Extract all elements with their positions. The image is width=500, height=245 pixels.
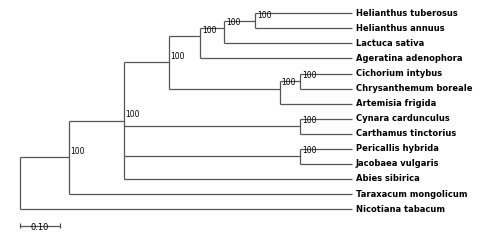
Text: 100: 100 [226, 18, 240, 27]
Text: 100: 100 [302, 146, 316, 155]
Text: 100: 100 [202, 26, 216, 35]
Text: 100: 100 [126, 110, 140, 119]
Text: 0.10: 0.10 [31, 223, 49, 232]
Text: Cynara cardunculus: Cynara cardunculus [356, 114, 450, 123]
Text: Artemisia frigida: Artemisia frigida [356, 99, 436, 108]
Text: Chrysanthemum boreale: Chrysanthemum boreale [356, 84, 472, 93]
Text: 100: 100 [302, 116, 316, 125]
Text: Ageratina adenophora: Ageratina adenophora [356, 54, 463, 63]
Text: 100: 100 [302, 71, 316, 80]
Text: Helianthus tuberosus: Helianthus tuberosus [356, 9, 458, 18]
Text: Carthamus tinctorius: Carthamus tinctorius [356, 129, 456, 138]
Text: Jacobaea vulgaris: Jacobaea vulgaris [356, 159, 440, 168]
Text: Pericallis hybrida: Pericallis hybrida [356, 144, 438, 153]
Text: Cichorium intybus: Cichorium intybus [356, 69, 442, 78]
Text: Abies sibirica: Abies sibirica [356, 174, 420, 184]
Text: Nicotiana tabacum: Nicotiana tabacum [356, 205, 445, 214]
Text: 100: 100 [257, 11, 272, 20]
Text: 100: 100 [70, 147, 85, 156]
Text: 100: 100 [282, 78, 296, 87]
Text: 100: 100 [170, 52, 185, 61]
Text: Lactuca sativa: Lactuca sativa [356, 39, 424, 48]
Text: Taraxacum mongolicum: Taraxacum mongolicum [356, 190, 468, 198]
Text: Helianthus annuus: Helianthus annuus [356, 24, 444, 33]
